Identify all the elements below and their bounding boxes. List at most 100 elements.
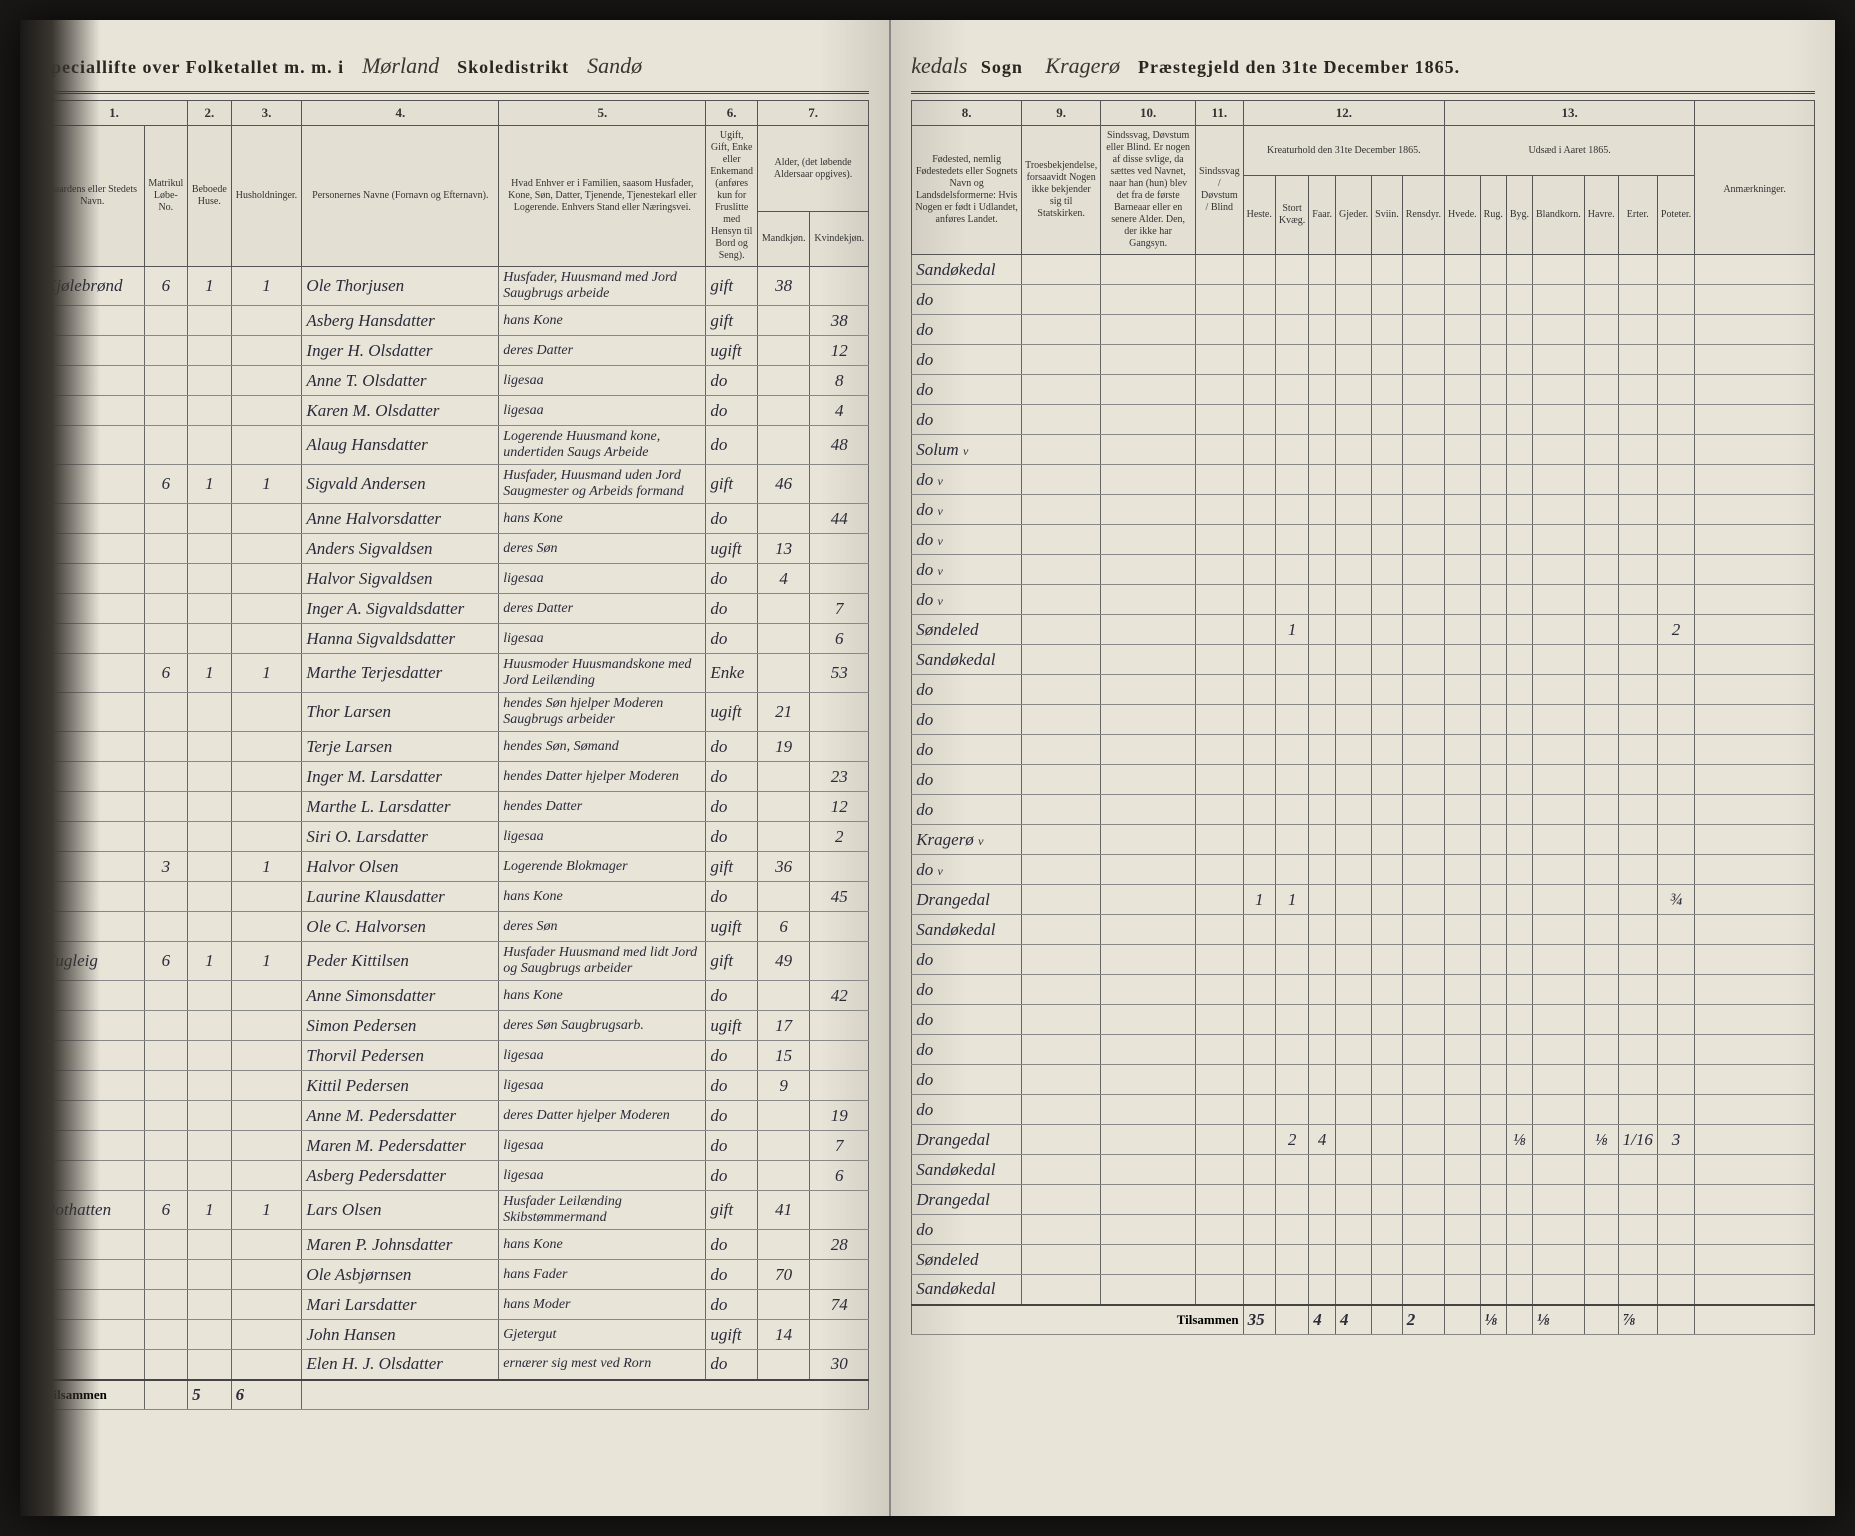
potato-cell — [1657, 1215, 1694, 1245]
livestock-cell: 1 — [1275, 615, 1308, 645]
livestock-cell — [1309, 405, 1336, 435]
table-row: Kittil Pedersenligesaado9 — [41, 1071, 869, 1101]
livestock-cell — [1243, 315, 1275, 345]
c11-cell — [1196, 525, 1244, 555]
faith-cell — [1022, 435, 1101, 465]
disability-cell — [1101, 615, 1196, 645]
table-row: Kragerø v — [912, 825, 1815, 855]
age-k-cell — [810, 732, 869, 762]
relation-cell: hans Kone — [499, 1230, 706, 1260]
livestock-cell — [1275, 585, 1308, 615]
livestock-cell — [1275, 735, 1308, 765]
livestock-cell — [1243, 555, 1275, 585]
notes-cell — [1695, 465, 1815, 495]
seed-cell — [1618, 525, 1657, 555]
age-m-cell — [757, 1350, 809, 1380]
livestock-cell — [1243, 1185, 1275, 1215]
table-row: Alaug HansdatterLogerende Huusmand kone,… — [41, 426, 869, 465]
name-cell: Anne Simonsdatter — [302, 981, 499, 1011]
livestock-cell — [1309, 345, 1336, 375]
birthplace-cell: Solum v — [912, 435, 1022, 465]
potato-cell — [1657, 705, 1694, 735]
livestock-cell — [1275, 1155, 1308, 1185]
seed-cell — [1584, 675, 1618, 705]
c11-cell — [1196, 795, 1244, 825]
faith-cell — [1022, 975, 1101, 1005]
disability-cell — [1101, 945, 1196, 975]
livestock-cell — [1243, 435, 1275, 465]
age-m-cell — [757, 792, 809, 822]
house-cell: 1 — [188, 654, 232, 693]
livestock-cell — [1243, 735, 1275, 765]
household-cell: 1 — [231, 1191, 302, 1230]
seed-cell — [1584, 945, 1618, 975]
livestock-cell — [1243, 465, 1275, 495]
age-m-cell: 21 — [757, 693, 809, 732]
livestock-cell — [1309, 645, 1336, 675]
livestock-cell — [1309, 495, 1336, 525]
table-row: Sandøkedal — [912, 255, 1815, 285]
notes-cell — [1695, 915, 1815, 945]
matrikul-cell — [144, 1041, 188, 1071]
table-row: do v — [912, 525, 1815, 555]
right-footer-row: Tilsammen 35 4 4 2 ⅛ ⅛ ⅞ — [912, 1305, 1815, 1335]
matrikul-cell: 6 — [144, 654, 188, 693]
potato-cell — [1657, 345, 1694, 375]
status-cell: do — [706, 366, 758, 396]
potato-cell — [1657, 555, 1694, 585]
livestock-cell — [1309, 765, 1336, 795]
relation-cell: deres Søn — [499, 912, 706, 942]
livestock-cell — [1275, 315, 1308, 345]
livestock-cell — [1243, 375, 1275, 405]
seed-cell — [1584, 645, 1618, 675]
faith-cell — [1022, 825, 1101, 855]
faith-cell — [1022, 1215, 1101, 1245]
faith-cell — [1022, 765, 1101, 795]
notes-cell — [1695, 585, 1815, 615]
table-row: Marthe L. Larsdatterhendes Datterdo12 — [41, 792, 869, 822]
name-cell: Maren P. Johnsdatter — [302, 1230, 499, 1260]
faith-cell — [1022, 675, 1101, 705]
livestock-cell — [1309, 1185, 1336, 1215]
faith-cell — [1022, 1245, 1101, 1275]
seed-cell — [1506, 615, 1532, 645]
age-k-cell: 74 — [810, 1290, 869, 1320]
table-row: Ole C. Halvorsenderes Sønugift6 — [41, 912, 869, 942]
table-row: do — [912, 705, 1815, 735]
birthplace-cell: Kragerø v — [912, 825, 1022, 855]
seed-cell — [1584, 525, 1618, 555]
table-row: do — [912, 405, 1815, 435]
name-cell: Ole Thorjusen — [302, 267, 499, 306]
livestock-cell — [1309, 945, 1336, 975]
household-cell — [231, 624, 302, 654]
disability-cell — [1101, 705, 1196, 735]
house-cell — [188, 426, 232, 465]
notes-cell — [1695, 345, 1815, 375]
notes-cell — [1695, 1125, 1815, 1155]
age-k-cell: 6 — [810, 1161, 869, 1191]
table-row: do — [912, 1215, 1815, 1245]
livestock-cell — [1243, 1155, 1275, 1185]
livestock-cell — [1309, 465, 1336, 495]
birthplace-cell: do v — [912, 525, 1022, 555]
seed-cell — [1618, 705, 1657, 735]
livestock-cell — [1275, 525, 1308, 555]
livestock-cell — [1309, 255, 1336, 285]
seed-cell — [1618, 945, 1657, 975]
status-cell: Enke — [706, 654, 758, 693]
notes-cell — [1695, 1065, 1815, 1095]
potato-cell — [1657, 735, 1694, 765]
seed-cell — [1584, 855, 1618, 885]
livestock-cell — [1243, 525, 1275, 555]
seed-cell — [1506, 675, 1532, 705]
livestock-cell — [1309, 1155, 1336, 1185]
potato-cell — [1657, 315, 1694, 345]
notes-cell — [1695, 645, 1815, 675]
birthplace-cell: do — [912, 705, 1022, 735]
matrikul-cell — [144, 1260, 188, 1290]
potato-cell — [1657, 1185, 1694, 1215]
relation-cell: ligesaa — [499, 1041, 706, 1071]
c11-cell — [1196, 1095, 1244, 1125]
matrikul-cell: 6 — [144, 1191, 188, 1230]
seed-cell — [1618, 615, 1657, 645]
